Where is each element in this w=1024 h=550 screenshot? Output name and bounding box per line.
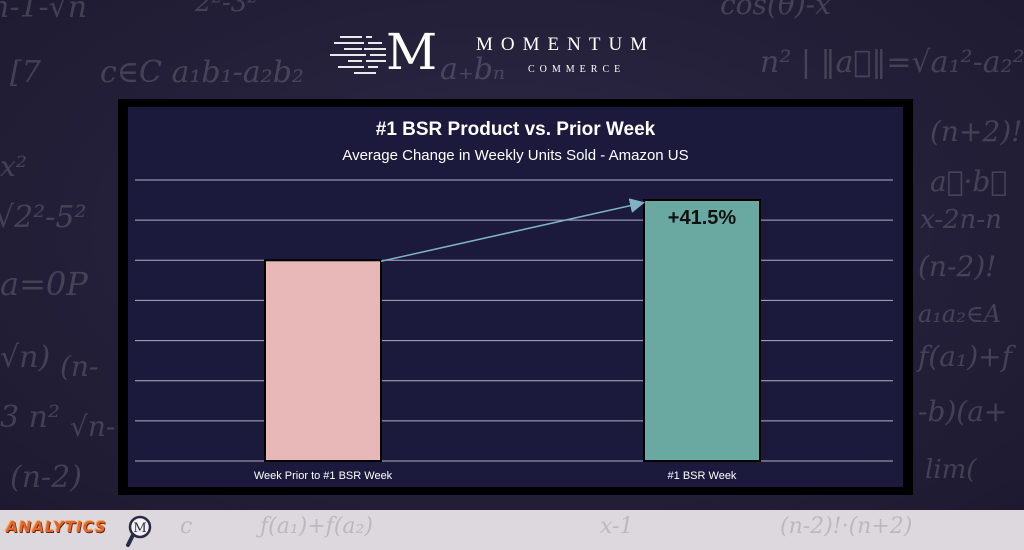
x-tick-label: #1 BSR Week [668, 470, 737, 482]
magnifier-icon: M [126, 515, 152, 547]
brand-logo: M MOMENTUM COMMERCE [330, 24, 710, 84]
analytics-badge: ANALYTICS [4, 518, 109, 536]
bar-chart: Week Prior to #1 BSR Week #1 BSR Week +41.… [135, 179, 893, 482]
footer-strip: c ƒ(a₁)+f(a₂) x-1 (n-2)!·(n+2) ANALYTICS… [0, 510, 1024, 550]
logo-stripes-icon [330, 36, 386, 74]
logo-monogram: M [386, 23, 438, 81]
brand-wordmark: MOMENTUM [476, 34, 656, 55]
chart-panel: #1 BSR Product vs. Prior Week Average Ch… [128, 107, 903, 487]
change-arrow [380, 198, 645, 263]
bar-week-prior [264, 259, 382, 462]
brand-subtitle: COMMERCE [528, 64, 626, 75]
bar-bsr-week [643, 199, 761, 462]
x-tick-label: Week Prior to #1 BSR Week [254, 470, 393, 482]
chart-title: #1 BSR Product vs. Prior Week [375, 119, 656, 140]
change-data-label: +41.5% [668, 207, 737, 229]
svg-text:M: M [133, 521, 146, 536]
chart-subtitle: Average Change in Weekly Units Sold - Am… [342, 147, 689, 164]
